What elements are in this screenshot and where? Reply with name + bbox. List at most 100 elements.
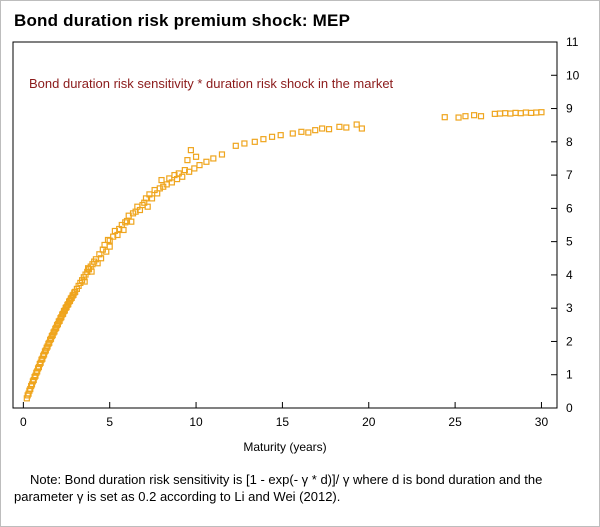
data-point xyxy=(120,226,127,234)
x-axis-tick-label: 5 xyxy=(106,415,113,429)
y-axis-tick-label: 4 xyxy=(566,268,573,282)
data-point xyxy=(94,260,101,267)
data-point xyxy=(57,315,64,322)
data-point xyxy=(33,369,40,376)
y-axis-tick-label: 5 xyxy=(566,235,573,249)
data-point xyxy=(48,333,55,340)
data-point xyxy=(533,109,540,116)
footnote: Note: Bond duration risk sensitivity is … xyxy=(14,472,543,505)
data-point xyxy=(210,155,217,162)
data-point xyxy=(218,151,226,158)
data-point xyxy=(40,352,47,359)
plot-border xyxy=(12,41,558,409)
y-axis-tick-label: 9 xyxy=(566,102,573,116)
data-point xyxy=(36,360,43,368)
y-axis-tick-label: 1 xyxy=(566,368,573,382)
x-axis-tick-label: 10 xyxy=(189,415,203,429)
series-annotation: Bond duration risk sensitivity * duratio… xyxy=(29,76,394,91)
data-point xyxy=(110,233,117,240)
data-point xyxy=(192,153,200,160)
data-point xyxy=(191,165,198,172)
data-point xyxy=(179,173,186,180)
data-point xyxy=(96,251,103,258)
data-point xyxy=(156,185,163,192)
data-point xyxy=(186,168,193,175)
x-axis-tick-label: 20 xyxy=(362,415,376,429)
data-point xyxy=(181,167,188,174)
data-point xyxy=(29,378,36,385)
data-point xyxy=(97,255,105,262)
data-point xyxy=(50,329,57,336)
data-point xyxy=(277,132,284,139)
data-point xyxy=(128,218,135,225)
data-point xyxy=(289,130,296,137)
data-point xyxy=(47,336,54,343)
x-axis-tick-label: 15 xyxy=(276,415,290,429)
data-point xyxy=(55,318,62,325)
data-point xyxy=(45,340,52,347)
data-point xyxy=(496,110,504,117)
data-point xyxy=(142,195,150,202)
data-point xyxy=(441,114,448,121)
x-axis-title: Maturity (years) xyxy=(243,440,326,454)
y-axis-tick-label: 11 xyxy=(566,36,579,49)
data-point xyxy=(491,110,498,117)
data-point xyxy=(104,236,112,244)
y-axis-tick-label: 6 xyxy=(566,201,573,215)
data-point xyxy=(60,308,68,315)
data-point xyxy=(43,344,50,351)
data-point xyxy=(522,109,530,116)
data-point xyxy=(114,231,121,239)
data-point xyxy=(507,110,514,117)
data-point xyxy=(31,373,38,381)
data-point xyxy=(34,365,42,372)
data-point xyxy=(512,109,519,116)
data-point xyxy=(148,195,156,202)
data-point xyxy=(538,109,545,116)
data-point xyxy=(517,110,524,117)
data-point xyxy=(477,113,485,120)
data-point xyxy=(343,124,350,131)
data-point xyxy=(455,114,462,121)
data-point xyxy=(319,125,326,132)
y-axis-tick-label: 3 xyxy=(566,301,573,315)
data-point xyxy=(268,133,276,140)
y-axis-tick-label: 10 xyxy=(566,68,580,82)
data-point xyxy=(53,322,61,329)
data-point xyxy=(187,147,194,154)
data-point xyxy=(122,219,129,226)
data-point xyxy=(59,311,66,318)
y-axis-tick-label: 7 xyxy=(566,168,573,182)
page-title: Bond duration risk premium shock: MEP xyxy=(14,11,351,30)
data-point xyxy=(312,127,319,134)
data-point xyxy=(298,128,305,135)
data-point xyxy=(502,110,509,117)
data-point xyxy=(106,243,113,250)
chart-area: 0 1 2 3 4 5 6 7 8 9 10 11 0 5 10 15 20 25 30 Bond duration … xyxy=(1,36,599,466)
data-point xyxy=(144,203,151,210)
data-point xyxy=(353,121,360,128)
data-point xyxy=(203,158,210,165)
data-point xyxy=(305,129,312,136)
data-point xyxy=(168,179,175,186)
data-point xyxy=(106,237,113,244)
chart-canvas: 0 1 2 3 4 5 6 7 8 9 10 11 0 5 10 15 20 25 30 Bond duration … xyxy=(12,36,580,454)
data-point xyxy=(103,248,110,255)
y-axis-tick-label: 2 xyxy=(566,334,573,348)
data-point xyxy=(196,162,203,169)
data-point xyxy=(175,170,182,177)
data-point xyxy=(85,265,92,272)
data-point xyxy=(232,142,239,149)
data-point xyxy=(241,140,248,147)
data-point xyxy=(38,356,45,363)
data-point xyxy=(260,136,267,143)
data-point xyxy=(184,157,191,164)
data-point xyxy=(158,176,165,184)
y-axis-tick-label: 0 xyxy=(566,401,573,415)
data-point xyxy=(64,301,71,308)
data-point xyxy=(88,268,95,275)
data-point xyxy=(471,112,478,119)
data-point xyxy=(81,278,88,285)
data-point xyxy=(336,123,343,130)
